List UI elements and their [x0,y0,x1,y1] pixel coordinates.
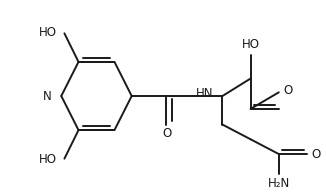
Text: HN: HN [196,87,213,100]
Text: O: O [162,127,172,140]
Text: O: O [312,148,321,161]
Text: N: N [43,89,52,103]
Text: HO: HO [38,26,57,39]
Text: HO: HO [242,38,259,51]
Text: O: O [284,84,293,97]
Text: HO: HO [38,153,57,166]
Text: H₂N: H₂N [268,177,290,190]
